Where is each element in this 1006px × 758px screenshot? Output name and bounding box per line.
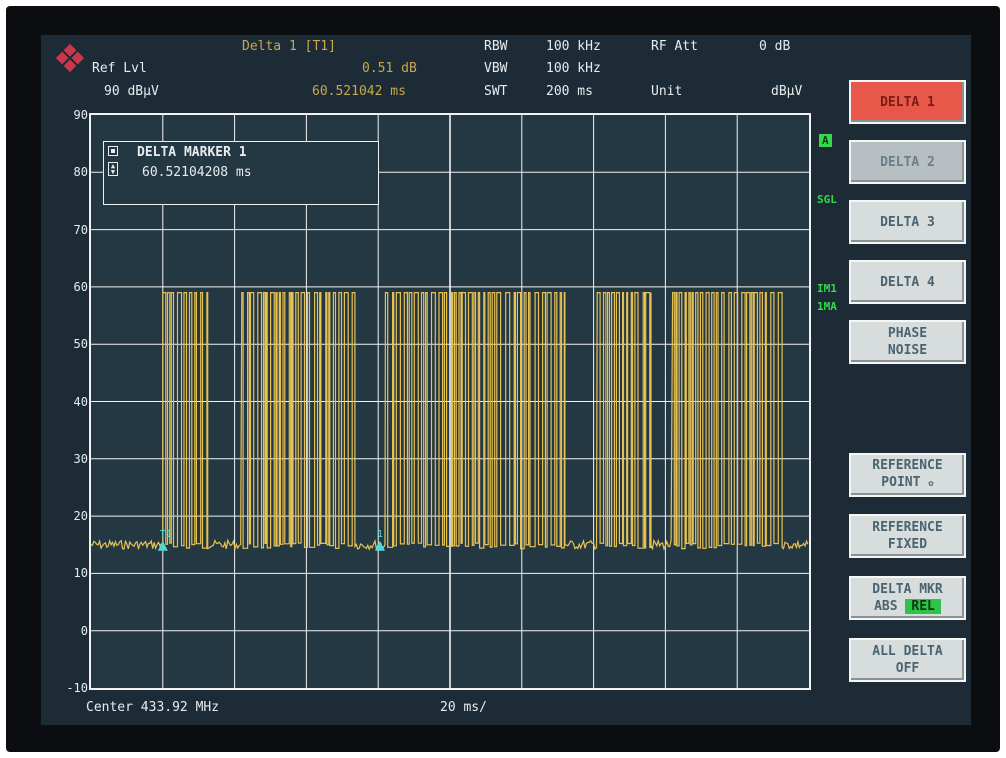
trace-line	[91, 292, 809, 552]
delta-mkr-toggle: ABS REL	[874, 598, 941, 615]
sweep-time-label: SWT	[484, 84, 508, 99]
single-sweep-label: SGL	[817, 193, 837, 206]
delta-mkr-abs-rel-softkey[interactable]: DELTA MKR ABS REL	[849, 576, 966, 620]
y-tick-label: 20	[73, 509, 88, 524]
rohde-schwarz-logo	[55, 43, 85, 73]
delta-marker-box-title: DELTA MARKER 1	[137, 145, 247, 160]
ref-level-label: Ref Lvl	[92, 61, 147, 76]
unit-value: dBµV	[771, 84, 803, 99]
rbw-value: 100 kHz	[546, 39, 601, 54]
trace-mode-label-2: 1MA	[817, 300, 837, 313]
y-tick-label: 0	[80, 623, 88, 638]
y-tick-label: 30	[73, 451, 88, 466]
trace-mode-label-1: IM1	[817, 282, 837, 295]
y-tick-label: 70	[73, 222, 88, 237]
delta-2-label: DELTA 2	[880, 154, 935, 170]
rbw-label: RBW	[484, 39, 508, 54]
delta-1-softkey[interactable]: DELTA 1	[849, 80, 966, 124]
all-delta-off-label-line2: OFF	[895, 661, 920, 676]
y-tick-label: 40	[73, 394, 88, 409]
delta-marker-box-value[interactable]: 60.52104208 ms	[142, 165, 252, 180]
delta-mkr-rel-option: REL	[905, 599, 941, 614]
delta-marker-title: Delta 1 [T1]	[242, 39, 336, 54]
delta-mkr-label-line1: DELTA MKR	[872, 582, 943, 597]
marker-label: T1	[160, 529, 172, 540]
y-tick-label: 60	[73, 279, 88, 294]
delta-marker-time: 60.521042 ms	[312, 84, 406, 99]
delta-2-softkey[interactable]: DELTA 2	[849, 140, 966, 184]
marker-stepper-icon[interactable]: ▲ ▼	[108, 162, 118, 176]
marker-select-icon[interactable]	[108, 146, 118, 156]
rf-attenuation-value: 0 dB	[759, 39, 791, 54]
delta-4-softkey[interactable]: DELTA 4	[849, 260, 966, 304]
reference-fixed-label-line2: FIXED	[887, 537, 928, 552]
y-tick-label: 90	[73, 108, 88, 122]
marker-triangle[interactable]	[157, 540, 168, 551]
sweep-time-value: 200 ms	[546, 84, 593, 99]
delta-marker-level: 0.51 dB	[362, 61, 417, 76]
trace-a-badge: A	[819, 134, 832, 147]
all-delta-off-softkey[interactable]: ALL DELTA OFF	[849, 638, 966, 682]
reference-point-label-line2: POINT	[881, 475, 921, 490]
delta-3-label: DELTA 3	[880, 214, 935, 230]
delta-4-label: DELTA 4	[880, 274, 935, 290]
y-tick-label: 80	[73, 165, 88, 180]
y-tick-label: 50	[73, 337, 88, 352]
submenu-indicator-icon: ✿	[928, 479, 934, 489]
y-tick-label: -10	[66, 681, 88, 695]
reference-fixed-softkey[interactable]: REFERENCE FIXED	[849, 514, 966, 558]
marker-triangle[interactable]	[374, 540, 385, 551]
delta-mkr-abs-option: ABS	[874, 599, 898, 614]
y-tick-label: 10	[73, 566, 88, 581]
center-frequency: Center 433.92 MHz	[86, 700, 220, 715]
reference-point-label-line2-wrap: POINT ✿	[881, 474, 933, 493]
delta-3-softkey[interactable]: DELTA 3	[849, 200, 966, 244]
phase-noise-softkey[interactable]: PHASE NOISE	[849, 320, 966, 364]
marker-label: 1	[377, 529, 383, 540]
all-delta-off-label-line1: ALL DELTA	[872, 644, 943, 659]
delta-marker-box: ▲ ▼ DELTA MARKER 1 60.52104208 ms	[103, 141, 379, 205]
reference-fixed-label-line1: REFERENCE	[872, 520, 943, 535]
phase-noise-label-line1: PHASE	[887, 326, 928, 341]
rf-attenuation-label: RF Att	[651, 39, 698, 54]
reference-point-label-line1: REFERENCE	[872, 458, 943, 473]
phase-noise-label-line2: NOISE	[887, 343, 928, 358]
unit-label: Unit	[651, 84, 683, 99]
trace-plot: T1 1	[89, 113, 811, 690]
vbw-label: VBW	[484, 61, 508, 76]
vbw-value: 100 kHz	[546, 61, 601, 76]
reference-point-softkey[interactable]: REFERENCE POINT ✿	[849, 453, 966, 497]
delta-1-label: DELTA 1	[880, 94, 935, 110]
time-per-division: 20 ms/	[440, 700, 487, 715]
ref-level-value: 90 dBµV	[104, 84, 159, 99]
